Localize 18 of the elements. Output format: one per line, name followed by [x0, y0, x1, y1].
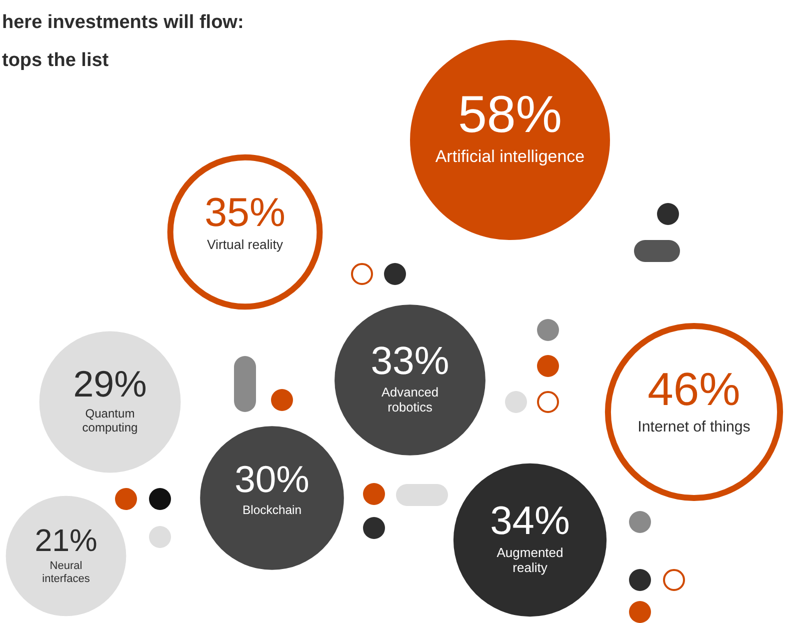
category-label: Augmented reality [496, 544, 564, 575]
category-label: Virtual reality [207, 237, 284, 252]
data-label: 33% [370, 338, 450, 383]
data-label: 58% [458, 86, 562, 144]
data-label: 30% [234, 458, 310, 500]
data-label: 46% [648, 362, 740, 415]
category-label: Quantum computing [82, 406, 138, 434]
category-label: Neural interfaces [42, 560, 90, 585]
category-label: Artificial intelligence [435, 147, 585, 166]
data-label: 35% [204, 188, 286, 235]
category-label: Blockchain [242, 502, 302, 517]
text: tops the list [2, 50, 110, 71]
data-label: 29% [73, 363, 147, 404]
category-label: Internet of things [638, 418, 751, 436]
data-label: 34% [490, 498, 570, 543]
text: here investments will flow: [2, 12, 244, 33]
category-label: Advanced robotics [382, 384, 438, 414]
data-label: 21% [34, 523, 98, 558]
